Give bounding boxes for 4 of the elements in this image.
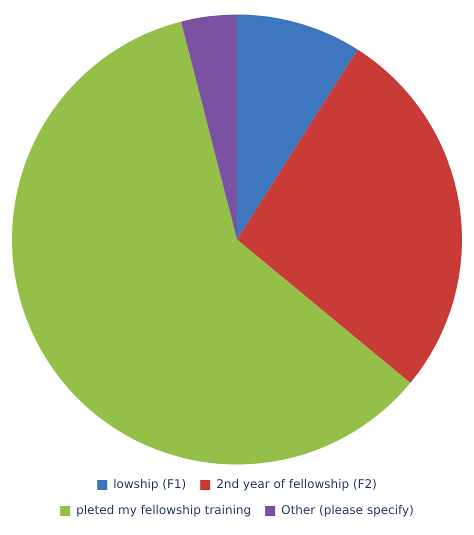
legend-label: pleted my fellowship training — [76, 503, 252, 518]
legend-label: Other (please specify) — [281, 503, 414, 518]
legend-label: lowship (F1) — [113, 477, 186, 492]
legend-label: 2nd year of fellowship (F2) — [216, 477, 377, 492]
